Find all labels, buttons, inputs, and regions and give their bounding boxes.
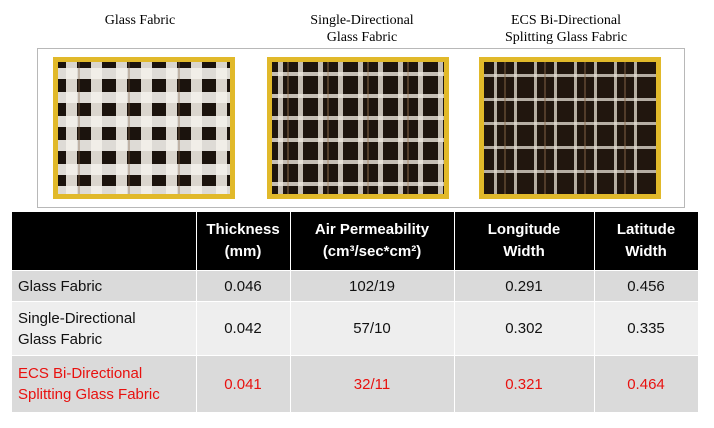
ecs-bidirectional-texture — [484, 62, 656, 194]
latitude-width-cell: 0.464 — [594, 355, 699, 412]
row-label-line1: Single-Directional — [18, 309, 136, 327]
header-longitude-width: Longitude Width — [454, 212, 595, 271]
header-thickness: Thickness (mm) — [196, 212, 291, 271]
latitude-width-cell: 0.456 — [594, 269, 699, 302]
longitude-width-cell: 0.291 — [454, 269, 595, 302]
caption-ecs-line1: ECS Bi-Directional — [510, 13, 622, 28]
header-latitude-line2: Width — [625, 243, 667, 260]
row-label-line1: Glass Fabric — [18, 277, 103, 295]
table-row-ecs-bidirectional: ECS Bi-Directional Splitting Glass Fabri… — [12, 355, 699, 412]
header-blank-cell — [12, 212, 197, 271]
thickness-cell: 0.042 — [196, 301, 291, 356]
header-longitude-line1: Longitude — [487, 221, 561, 238]
glass-fabric-texture — [58, 62, 230, 194]
table-header-row: Thickness (mm) Air Permeability (cm³/sec… — [12, 212, 699, 271]
caption-single-line2: Glass Fabric — [326, 30, 398, 45]
row-label-line2: Splitting Glass Fabric — [18, 386, 160, 404]
table-row-single-directional: Single-Directional Glass Fabric 0.042 57… — [12, 301, 699, 356]
caption-glass-text: Glass Fabric — [104, 13, 176, 28]
thickness-cell: 0.046 — [196, 269, 291, 302]
row-label-cell: Single-Directional Glass Fabric — [12, 301, 197, 356]
air-permeability-cell: 57/10 — [290, 301, 455, 356]
air-permeability-cell: 102/19 — [290, 269, 455, 302]
header-longitude-line2: Width — [503, 243, 545, 260]
table-row-glass-fabric: Glass Fabric 0.046 102/19 0.291 0.456 — [12, 269, 699, 302]
row-label-line1: ECS Bi-Directional — [18, 365, 143, 383]
fabric-comparison-table: Thickness (mm) Air Permeability (cm³/sec… — [12, 212, 699, 412]
latitude-width-cell: 0.335 — [594, 301, 699, 356]
single-directional-texture — [272, 62, 444, 194]
header-latitude-line1: Latitude — [616, 221, 676, 238]
header-air-permeability: Air Permeability (cm³/sec*cm²) — [290, 212, 455, 271]
caption-ecs-bidirectional: ECS Bi-Directional Splitting Glass Fabri… — [466, 12, 666, 46]
single-directional-swatch — [267, 57, 449, 199]
row-label-cell: Glass Fabric — [12, 269, 197, 302]
fabric-image-panel — [37, 48, 685, 208]
row-label-cell: ECS Bi-Directional Splitting Glass Fabri… — [12, 355, 197, 412]
header-air-line1: Air Permeability — [314, 221, 430, 238]
air-permeability-cell: 32/11 — [290, 355, 455, 412]
row-label-line2: Glass Fabric — [18, 330, 103, 348]
header-thickness-line1: Thickness — [206, 221, 280, 238]
caption-single-line1: Single-Directional — [310, 13, 414, 28]
thickness-cell: 0.041 — [196, 355, 291, 412]
header-latitude-width: Latitude Width — [594, 212, 699, 271]
caption-single-directional: Single-Directional Glass Fabric — [262, 12, 462, 46]
ecs-bidirectional-swatch — [479, 57, 661, 199]
header-air-line2: (cm³/sec*cm²) — [322, 243, 422, 260]
caption-glass-fabric: Glass Fabric — [60, 12, 220, 29]
header-thickness-line2: (mm) — [224, 243, 262, 260]
glass-fabric-swatch — [53, 57, 235, 199]
longitude-width-cell: 0.302 — [454, 301, 595, 356]
caption-ecs-line2: Splitting Glass Fabric — [504, 30, 628, 45]
longitude-width-cell: 0.321 — [454, 355, 595, 412]
